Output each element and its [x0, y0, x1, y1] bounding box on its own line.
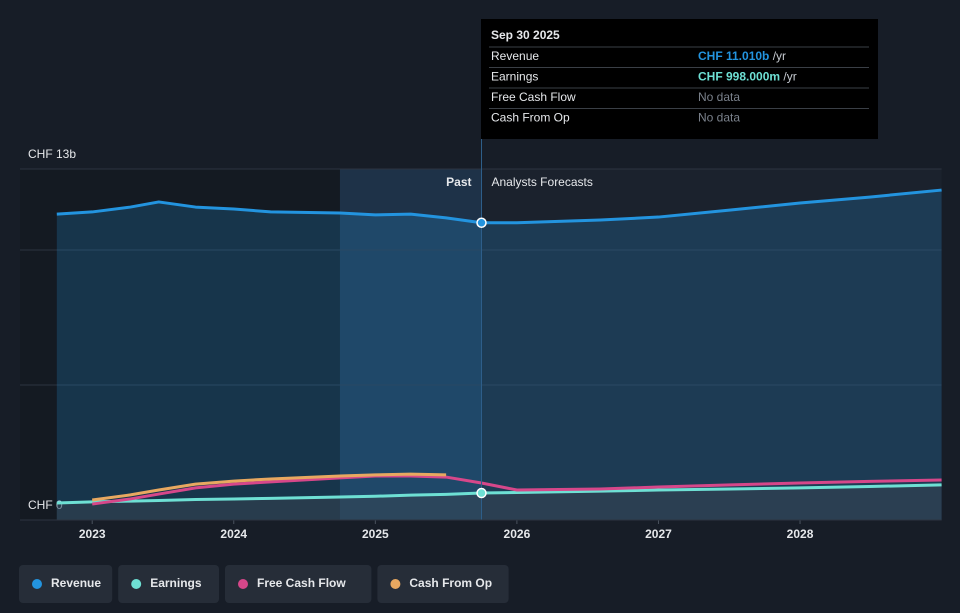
- x-tick-label: 2024: [220, 527, 247, 541]
- tooltip: [481, 19, 878, 139]
- tooltip-label: Free Cash Flow: [491, 90, 576, 104]
- revenue-area: [56, 190, 942, 520]
- legend-label: Free Cash Flow: [257, 576, 346, 590]
- tooltip-value-text: No data: [698, 90, 740, 104]
- past-label: Past: [446, 175, 471, 189]
- x-tick-label: 2023: [79, 527, 106, 541]
- tooltip-value: No data: [698, 90, 740, 104]
- tooltip-value: CHF 998.000m /yr: [698, 70, 797, 84]
- legend-item[interactable]: Cash From Op: [377, 565, 509, 603]
- x-tick-label: 2028: [787, 527, 814, 541]
- hover-dot: [476, 217, 487, 228]
- legend-swatch: [238, 579, 248, 589]
- tooltip-value-text: No data: [698, 111, 740, 125]
- tooltip-unit: /yr: [783, 70, 796, 84]
- forecast-label: Analysts Forecasts: [492, 175, 593, 189]
- legend-swatch: [390, 579, 401, 589]
- tooltip-value: No data: [698, 111, 740, 125]
- series-line: [56, 188, 942, 225]
- legend-item[interactable]: Free Cash Flow: [225, 565, 372, 603]
- tooltip-value-text: CHF 11.010b: [698, 49, 769, 63]
- x-tick-label: 2027: [645, 527, 672, 541]
- legend-item[interactable]: Revenue: [19, 565, 113, 603]
- earnings-area: [56, 484, 942, 520]
- tooltip-value-text: CHF 998.000m: [698, 70, 780, 84]
- tooltip-value: CHF 11.010b /yr: [698, 49, 786, 63]
- tooltip-label: Revenue: [491, 49, 539, 63]
- legend-button: [225, 565, 372, 603]
- series-line: [56, 483, 942, 505]
- legend-label: Earnings: [150, 576, 202, 590]
- legend-swatch: [32, 579, 42, 589]
- legend-swatch: [131, 579, 142, 589]
- series-line: [91, 474, 942, 506]
- hover-dot: [476, 487, 487, 499]
- legend-label: Revenue: [51, 576, 101, 590]
- legend-button: [118, 565, 219, 603]
- tooltip-label: Cash From Op: [491, 111, 570, 125]
- tooltip-unit: /yr: [773, 49, 786, 63]
- tooltip-title: Sep 30 2025: [491, 28, 560, 42]
- x-tick-label: 2025: [362, 527, 389, 541]
- y-tick-label: CHF 13b: [28, 147, 76, 161]
- legend-item[interactable]: Earnings: [118, 565, 219, 603]
- y-tick-label: CHF 0: [28, 498, 63, 512]
- tooltip-label: Earnings: [491, 70, 538, 84]
- legend-label: Cash From Op: [409, 576, 492, 590]
- legend-button: [19, 565, 113, 603]
- x-tick-label: 2026: [504, 527, 531, 541]
- legend-button: [377, 565, 509, 603]
- highlight-region: [339, 169, 482, 520]
- series-line: [91, 472, 447, 502]
